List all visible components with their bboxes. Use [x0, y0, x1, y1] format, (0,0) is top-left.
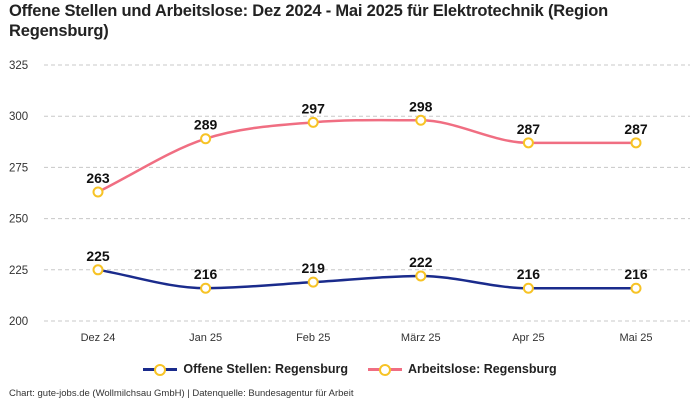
- data-label: 222: [409, 254, 433, 270]
- data-point[interactable]: [522, 282, 534, 294]
- data-label: 298: [409, 98, 433, 114]
- series-lines: [97, 118, 636, 290]
- legend-swatch-offene-stellen: [143, 363, 178, 376]
- gridlines: [44, 64, 690, 322]
- data-point[interactable]: [415, 270, 427, 282]
- x-tick-label: Dez 24: [81, 332, 116, 344]
- x-tick-label: Mai 25: [619, 332, 652, 344]
- chart-title: Offene Stellen und Arbeitslose: Dez 2024…: [9, 2, 609, 40]
- y-tick-label: 200: [9, 316, 28, 328]
- x-tick-label: Jan 25: [189, 332, 222, 344]
- legend-label: Arbeitslose: Regensburg: [407, 362, 557, 376]
- legend: Offene Stellen: Regensburg Arbeitslose: …: [0, 362, 700, 376]
- data-point[interactable]: [200, 133, 212, 145]
- y-tick-label: 300: [9, 111, 28, 123]
- legend-item-offene-stellen[interactable]: Offene Stellen: Regensburg: [143, 362, 348, 376]
- data-label: 287: [517, 121, 541, 137]
- data-point[interactable]: [630, 282, 642, 294]
- x-axis-ticks: Dez 24 Jan 25 Feb 25 März 25 Apr 25 Mai 25: [81, 332, 653, 344]
- y-tick-label: 325: [9, 60, 28, 72]
- y-axis-ticks: 200 225 250 275 300 325: [9, 60, 28, 328]
- y-tick-label: 225: [9, 265, 28, 277]
- data-labels: 225 216 219 222 216 216 263 289 297 298 287 287: [86, 98, 648, 282]
- legend-swatch-arbeitslose: [367, 363, 402, 376]
- data-point[interactable]: [415, 114, 427, 126]
- data-point[interactable]: [92, 186, 104, 198]
- series-markers: [92, 114, 642, 294]
- data-label: 289: [194, 117, 218, 133]
- data-label: 216: [194, 266, 218, 282]
- data-label: 263: [86, 170, 110, 186]
- data-point[interactable]: [92, 264, 104, 276]
- data-point[interactable]: [307, 116, 319, 128]
- data-label: 287: [624, 121, 648, 137]
- data-point[interactable]: [307, 276, 319, 288]
- data-point[interactable]: [200, 282, 212, 294]
- data-point[interactable]: [522, 137, 534, 149]
- series-line-0: [97, 268, 636, 290]
- data-label: 216: [624, 266, 648, 282]
- series-line-1: [97, 118, 636, 194]
- y-tick-label: 250: [9, 214, 28, 226]
- source-note: Chart: gute-jobs.de (Wollmilchsau GmbH) …: [9, 388, 354, 399]
- x-tick-label: März 25: [401, 332, 441, 344]
- data-label: 225: [86, 248, 110, 264]
- data-label: 297: [302, 100, 326, 116]
- data-label: 219: [302, 260, 326, 276]
- y-tick-label: 275: [9, 162, 28, 174]
- x-tick-label: Feb 25: [296, 332, 330, 344]
- data-point[interactable]: [630, 137, 642, 149]
- data-label: 216: [517, 266, 541, 282]
- legend-label: Offene Stellen: Regensburg: [183, 362, 348, 376]
- legend-item-arbeitslose[interactable]: Arbeitslose: Regensburg: [367, 362, 557, 376]
- x-tick-label: Apr 25: [512, 332, 544, 344]
